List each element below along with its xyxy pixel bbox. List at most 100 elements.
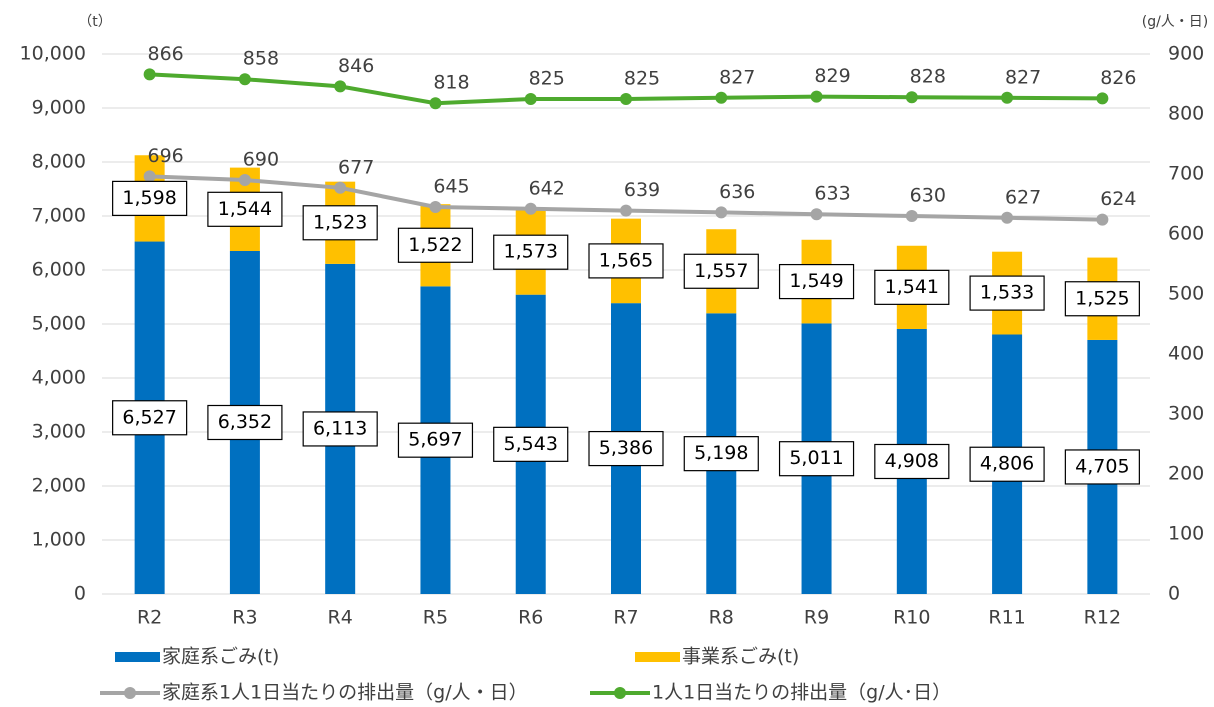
- line-value-label: 825: [624, 68, 660, 90]
- line-marker: [620, 204, 632, 217]
- label-box: [874, 443, 950, 480]
- bar-value-label: 1,523: [313, 211, 367, 233]
- legend-swatch: [115, 652, 160, 662]
- line-value-label: 636: [719, 181, 755, 203]
- y-unit: （t）: [78, 14, 112, 30]
- line-value-label: 818: [433, 72, 469, 94]
- line-marker: [238, 174, 251, 186]
- line-value-label: 690: [243, 149, 279, 171]
- bar-value-label: 5,011: [789, 447, 843, 469]
- label-box: [397, 227, 474, 263]
- bar-value-label: 1,533: [980, 282, 1034, 304]
- label-box: [207, 191, 283, 227]
- x-tick-label: R6: [518, 607, 543, 629]
- line-marker: [1001, 211, 1014, 224]
- line-value-label: 630: [910, 185, 946, 207]
- line-marker: [238, 73, 251, 86]
- label-box: [588, 243, 664, 279]
- line-value-label: 639: [624, 179, 660, 201]
- legend-label: 家庭系1人1日当たりの排出量（g/人・日）: [162, 682, 528, 704]
- line-value-label: 696: [148, 145, 184, 167]
- label-box: [969, 275, 1045, 311]
- y2-tick-label: 500: [1168, 283, 1204, 305]
- line-value-label: 829: [814, 65, 850, 87]
- x-tick-label: R9: [804, 607, 829, 629]
- line-marker: [905, 91, 918, 104]
- bar-value-label: 1,525: [1075, 287, 1129, 309]
- bar-value-label: 5,386: [599, 437, 653, 459]
- y-tick-label: 7,000: [32, 205, 86, 227]
- label-box: [778, 263, 855, 300]
- line-marker: [334, 181, 347, 194]
- line-value-label: 642: [529, 177, 565, 199]
- legend-label: 家庭系ごみ(t): [162, 646, 279, 668]
- line-value-label: 627: [1005, 186, 1041, 208]
- bar-value-label: 1,573: [504, 241, 558, 263]
- bar-value-label: 5,543: [504, 433, 558, 455]
- label-box: [493, 426, 569, 462]
- x-tick-label: R11: [988, 607, 1025, 629]
- line-marker: [524, 202, 537, 215]
- line-marker: [715, 206, 728, 219]
- bar-value-label: 4,705: [1075, 455, 1129, 477]
- label-box: [112, 400, 188, 436]
- x-tick-label: R10: [893, 607, 930, 629]
- line-value-label: 828: [910, 66, 946, 88]
- x-tick-label: R12: [1084, 607, 1121, 629]
- label-box: [207, 404, 283, 441]
- label-box: [683, 436, 759, 472]
- y-tick-label: 1,000: [32, 529, 86, 551]
- y2-tick-label: 200: [1168, 463, 1204, 485]
- line-marker: [1001, 91, 1014, 104]
- x-tick-label: R5: [423, 607, 448, 629]
- bar-value-label: 6,113: [313, 417, 367, 439]
- line-marker: [1096, 92, 1109, 105]
- y-tick-label: 5,000: [32, 313, 86, 335]
- y2-tick-label: 800: [1168, 103, 1204, 125]
- line-value-label: 858: [243, 48, 279, 70]
- legend-marker: [124, 687, 136, 699]
- y-tick-label: 4,000: [32, 367, 86, 389]
- bar-value-label: 1,522: [408, 234, 462, 256]
- line-marker: [143, 68, 156, 81]
- label-box: [302, 411, 378, 447]
- line-value-label: 633: [814, 183, 850, 205]
- y2-tick-label: 100: [1168, 523, 1204, 545]
- y-tick-label: 9,000: [32, 97, 86, 119]
- bar-value-label: 1,541: [885, 276, 939, 298]
- line-marker: [905, 210, 918, 222]
- line-value-label: 846: [338, 55, 374, 77]
- label-box: [397, 422, 474, 458]
- line-value-label: 677: [338, 156, 374, 178]
- line-value-label: 827: [1005, 66, 1041, 88]
- line-value-label: 624: [1100, 188, 1136, 210]
- y2-tick-label: 700: [1168, 163, 1204, 185]
- label-box: [969, 446, 1045, 482]
- y2-tick-label: 900: [1168, 43, 1204, 65]
- y-tick-label: 8,000: [32, 151, 86, 173]
- line-marker: [143, 170, 156, 183]
- y-tick-label: 6,000: [32, 259, 86, 281]
- legend-swatch: [635, 652, 680, 662]
- line-value-label: 825: [529, 68, 565, 90]
- x-tick-label: R2: [137, 607, 162, 629]
- line-marker: [334, 80, 347, 93]
- bar-value-label: 6,352: [218, 411, 272, 433]
- bar-value-label: 1,549: [789, 270, 843, 292]
- y2-unit: (g/人・日): [1142, 14, 1209, 30]
- line-marker: [429, 201, 442, 213]
- label-box: [1064, 281, 1140, 317]
- legend-marker: [614, 687, 626, 699]
- label-box: [683, 253, 759, 289]
- y-tick-label: 3,000: [32, 421, 86, 443]
- label-box: [493, 234, 569, 270]
- bar-value-label: 1,565: [599, 249, 653, 271]
- bar-value-label: 1,544: [218, 198, 272, 220]
- x-tick-label: R7: [613, 607, 638, 629]
- bar-value-label: 6,527: [122, 406, 176, 428]
- line-marker: [620, 93, 632, 105]
- label-box: [302, 205, 378, 241]
- y2-tick-label: 600: [1168, 223, 1204, 245]
- line-value-label: 827: [719, 66, 755, 88]
